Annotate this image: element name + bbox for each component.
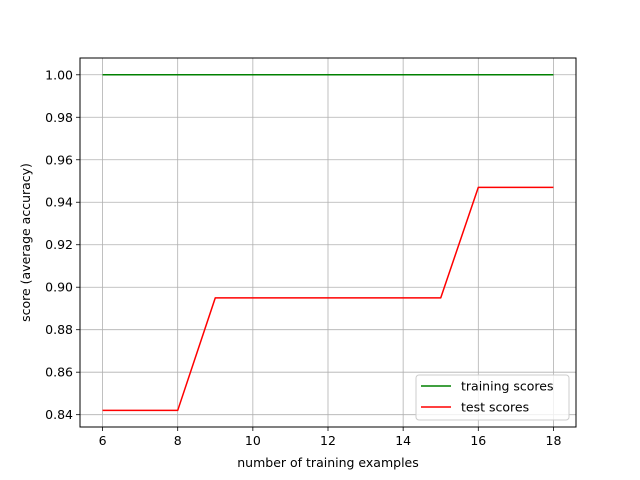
y-tick-label: 0.88 [45,322,73,337]
x-tick-label: 16 [470,433,486,448]
y-tick-label: 0.98 [45,110,73,125]
y-tick-label: 0.86 [45,365,73,380]
y-tick-label: 0.94 [45,195,73,210]
legend-label-test-scores: test scores [461,400,529,415]
x-tick-label: 10 [245,433,261,448]
y-tick-label: 0.84 [45,407,73,422]
y-axis-label: score (average accuracy) [18,163,33,322]
x-axis-label: number of training examples [237,455,419,470]
x-tick-label: 12 [320,433,336,448]
x-axis-ticks: 6 8 10 12 14 16 18 [99,427,562,448]
y-tick-label: 1.00 [45,67,73,82]
x-tick-label: 18 [546,433,562,448]
series-layer [102,74,554,412]
x-tick-label: 6 [99,433,107,448]
y-axis-ticks: 0.84 0.86 0.88 0.90 0.92 0.94 0.96 0.98 1.00 [45,67,80,422]
grid-lines [80,58,576,427]
y-tick-label: 0.90 [45,280,73,295]
y-tick-label: 0.96 [45,152,73,167]
legend: training scores test scores [415,374,570,421]
series-line-test-scores [102,186,554,412]
x-tick-label: 8 [174,433,182,448]
legend-label-training-scores: training scores [461,379,554,394]
legend-box [415,374,570,421]
x-tick-label: 14 [395,433,411,448]
y-tick-label: 0.92 [45,237,73,252]
